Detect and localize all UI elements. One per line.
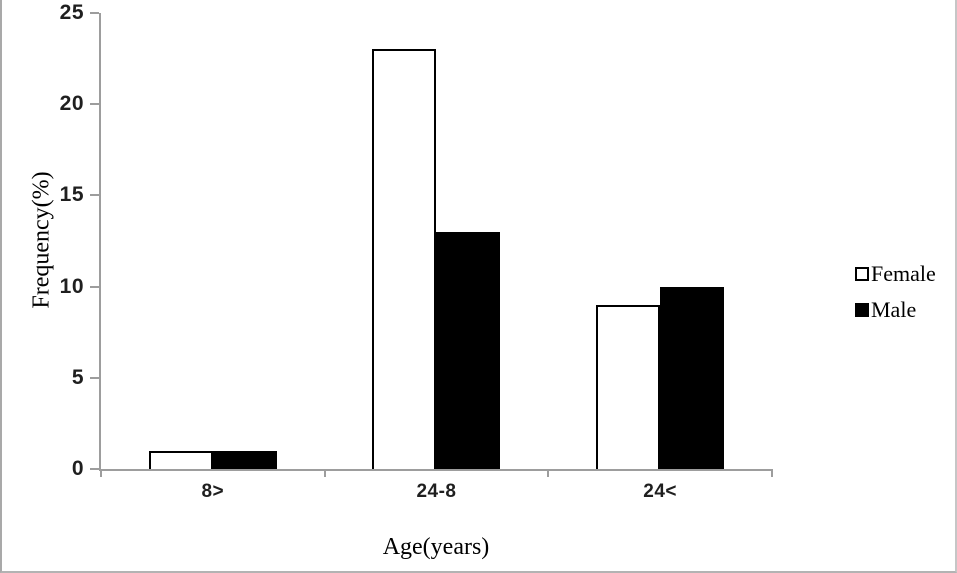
x-tick-label-24-8: 24-8 bbox=[416, 481, 457, 502]
bar-female-8> bbox=[148, 450, 213, 469]
legend-item-female: Female bbox=[855, 261, 936, 287]
y-axis-tick bbox=[90, 103, 99, 106]
legend-marker-female-icon bbox=[855, 267, 869, 281]
category-group-24<: 24< bbox=[548, 13, 772, 502]
x-tick-label-8>: 8> bbox=[201, 481, 225, 502]
y-axis-tick bbox=[90, 194, 99, 197]
bar-male-8> bbox=[212, 450, 277, 469]
x-axis-tick bbox=[100, 469, 102, 477]
bar-male-24< bbox=[660, 286, 725, 469]
y-axis-title: Frequency(%) bbox=[28, 171, 55, 309]
bar-female-24< bbox=[596, 304, 661, 469]
y-axis-tick bbox=[90, 12, 99, 14]
x-axis-title: Age(years) bbox=[382, 534, 490, 560]
legend-label-male: Male bbox=[871, 297, 917, 322]
x-axis-tick bbox=[771, 469, 773, 477]
x-axis-tick bbox=[323, 469, 326, 477]
category-group-24-8: 24-8 bbox=[325, 13, 549, 502]
legend: Female Male bbox=[855, 261, 936, 333]
y-axis-tick bbox=[90, 468, 99, 470]
x-axis-tick bbox=[547, 469, 550, 477]
bar-male-24-8 bbox=[436, 231, 501, 469]
bar-female-24-8 bbox=[372, 49, 437, 469]
legend-item-male: Male bbox=[855, 297, 936, 323]
legend-marker-male-icon bbox=[855, 303, 869, 317]
category-group-8>: 8> bbox=[101, 13, 325, 502]
plot-area: 0 5 10 15 20 25 8> 24-8 24< bbox=[60, 2, 773, 502]
x-tick-label-24<: 24< bbox=[643, 481, 678, 502]
legend-label-female: Female bbox=[871, 261, 936, 286]
y-axis-tick bbox=[90, 376, 99, 379]
y-axis-tick bbox=[90, 285, 99, 288]
